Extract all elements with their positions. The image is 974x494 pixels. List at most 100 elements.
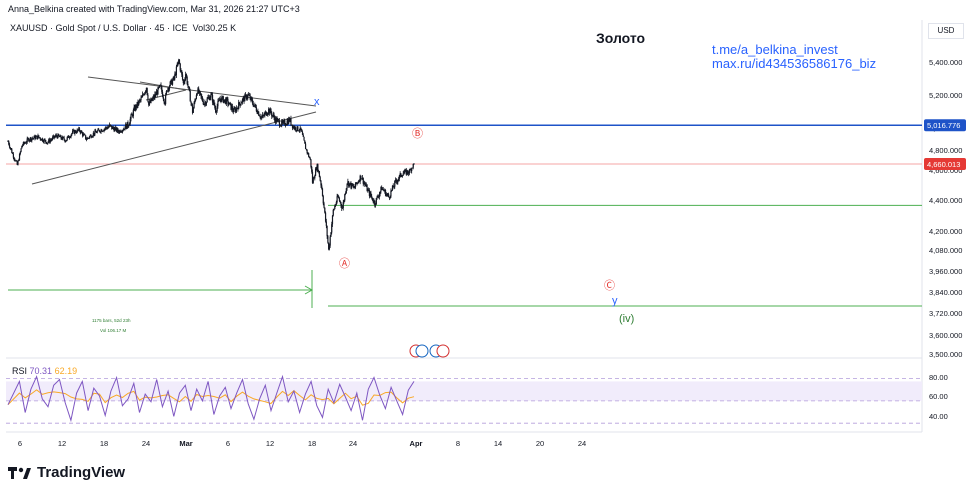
date-range-tool[interactable]: 1175 bars, 52d 23h Vol 106.17 M bbox=[8, 270, 314, 333]
candle-body bbox=[302, 134, 304, 137]
candle-body bbox=[44, 139, 46, 141]
footer-brand[interactable]: TradingView bbox=[8, 464, 125, 481]
price-axis[interactable]: 5,400.0005,200.0005,000.0004,800.0004,60… bbox=[924, 58, 966, 359]
candle-body bbox=[336, 196, 338, 203]
candle-body bbox=[112, 127, 114, 129]
candle-body bbox=[261, 116, 263, 118]
candle-body bbox=[284, 125, 287, 126]
candle-body bbox=[113, 128, 115, 132]
candle-body bbox=[412, 164, 414, 168]
candle-body bbox=[352, 185, 354, 187]
price-axis-label: 3,960.000 bbox=[929, 267, 962, 276]
candle-body bbox=[22, 145, 24, 147]
candle-body bbox=[408, 172, 410, 174]
candle-body bbox=[139, 100, 141, 101]
candle-body bbox=[215, 111, 217, 113]
candle-body bbox=[338, 196, 340, 199]
candle-body bbox=[69, 137, 71, 138]
candle-body bbox=[370, 192, 372, 197]
candle-body bbox=[125, 124, 127, 130]
candle-body bbox=[391, 189, 393, 191]
candle-body bbox=[118, 130, 121, 133]
candle-body bbox=[406, 170, 408, 175]
event-flags[interactable] bbox=[409, 344, 450, 358]
telegram-link[interactable]: t.me/a_belkina_invest bbox=[712, 42, 838, 57]
candle-body bbox=[334, 206, 336, 210]
candle-body bbox=[305, 149, 307, 150]
candle-body bbox=[198, 91, 201, 94]
candle-body bbox=[190, 101, 192, 103]
candle-body bbox=[173, 76, 175, 79]
candle-body bbox=[84, 134, 86, 136]
wave-labels: x Ⓑ Ⓐ Ⓒ y (iv) bbox=[314, 96, 634, 325]
candle-body bbox=[23, 142, 25, 144]
candle-body bbox=[378, 196, 380, 198]
candle-body bbox=[138, 100, 140, 106]
candle-body bbox=[209, 97, 211, 100]
candle-body bbox=[43, 139, 45, 143]
max-link[interactable]: max.ru/id434536586176_biz bbox=[712, 56, 877, 71]
candle-body bbox=[225, 98, 227, 104]
candle-body bbox=[222, 96, 224, 103]
candle-body bbox=[212, 100, 214, 103]
candle-body bbox=[313, 177, 315, 179]
chart-attribution: Anna_Belkina created with TradingView.co… bbox=[8, 4, 300, 14]
candle-body bbox=[146, 87, 148, 95]
candle-body bbox=[314, 168, 317, 176]
candle-body bbox=[67, 135, 69, 138]
candle-body bbox=[292, 126, 294, 129]
candle-body bbox=[145, 87, 148, 91]
price-axis-label: 3,600.000 bbox=[929, 331, 962, 340]
candle-body bbox=[338, 198, 341, 201]
brand-name: TradingView bbox=[37, 464, 126, 481]
rsi-line bbox=[7, 374, 415, 423]
volume-readout: Vol30.25 K bbox=[192, 23, 237, 33]
candle-body bbox=[183, 81, 185, 84]
candle-body bbox=[389, 196, 391, 198]
time-axis[interactable]: 6 12 18 24 Mar 6 12 18 24 Apr 8 14 20 24 bbox=[18, 439, 586, 448]
candle-body bbox=[24, 142, 26, 144]
candle-body bbox=[232, 110, 234, 112]
candle-body bbox=[111, 125, 113, 129]
candle-body bbox=[176, 65, 178, 67]
candle-body bbox=[98, 130, 101, 132]
candle-body bbox=[270, 109, 272, 114]
chart-title: Золото bbox=[596, 30, 646, 46]
candle-body bbox=[272, 114, 274, 116]
candle-body bbox=[321, 185, 323, 189]
candle-body bbox=[335, 202, 337, 205]
candle-body bbox=[210, 93, 212, 98]
candle-body bbox=[151, 98, 154, 101]
candle-body bbox=[18, 160, 20, 162]
candle-body bbox=[81, 132, 84, 136]
candle-body bbox=[381, 188, 384, 191]
candle-body bbox=[111, 127, 114, 129]
candle-body bbox=[186, 76, 188, 84]
candle-body bbox=[33, 135, 35, 139]
candle-body bbox=[304, 143, 307, 150]
candle-body bbox=[278, 119, 280, 121]
candle-body bbox=[216, 106, 218, 112]
time-axis-label: 12 bbox=[58, 439, 66, 448]
candle-body bbox=[26, 138, 28, 143]
candle-body bbox=[144, 92, 146, 95]
wave-label-c: Ⓒ bbox=[604, 279, 615, 292]
candle-body bbox=[239, 104, 241, 106]
candle-body bbox=[339, 200, 341, 203]
currency-button[interactable]: USD bbox=[928, 23, 964, 39]
candle-body bbox=[344, 194, 346, 201]
candle-body bbox=[134, 106, 136, 111]
candle-body bbox=[307, 152, 309, 154]
candle-body bbox=[261, 115, 264, 118]
candle-body bbox=[360, 175, 362, 179]
candle-body bbox=[27, 138, 29, 140]
candle-body bbox=[368, 190, 371, 196]
candle-body bbox=[60, 135, 62, 139]
candle-body bbox=[326, 225, 328, 237]
candle-body bbox=[333, 209, 335, 210]
event-flag-icon bbox=[415, 344, 429, 358]
candle-body bbox=[35, 136, 37, 140]
candle-body bbox=[293, 126, 295, 130]
